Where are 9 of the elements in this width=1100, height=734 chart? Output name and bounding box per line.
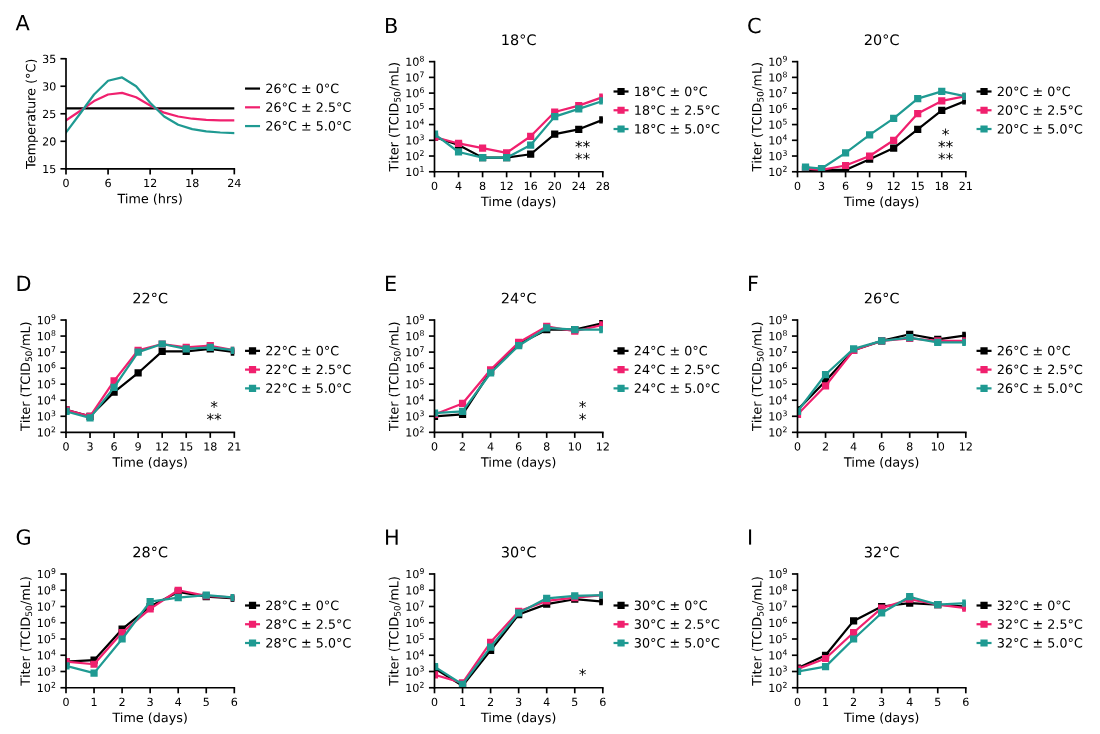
text: F xyxy=(749,275,758,291)
text: B xyxy=(386,17,397,34)
text: C xyxy=(748,17,761,34)
text: G xyxy=(16,529,30,545)
text: I xyxy=(749,529,752,545)
text: D xyxy=(17,275,31,291)
text: A xyxy=(15,14,30,31)
text: H xyxy=(386,529,398,545)
text: E xyxy=(386,275,396,291)
